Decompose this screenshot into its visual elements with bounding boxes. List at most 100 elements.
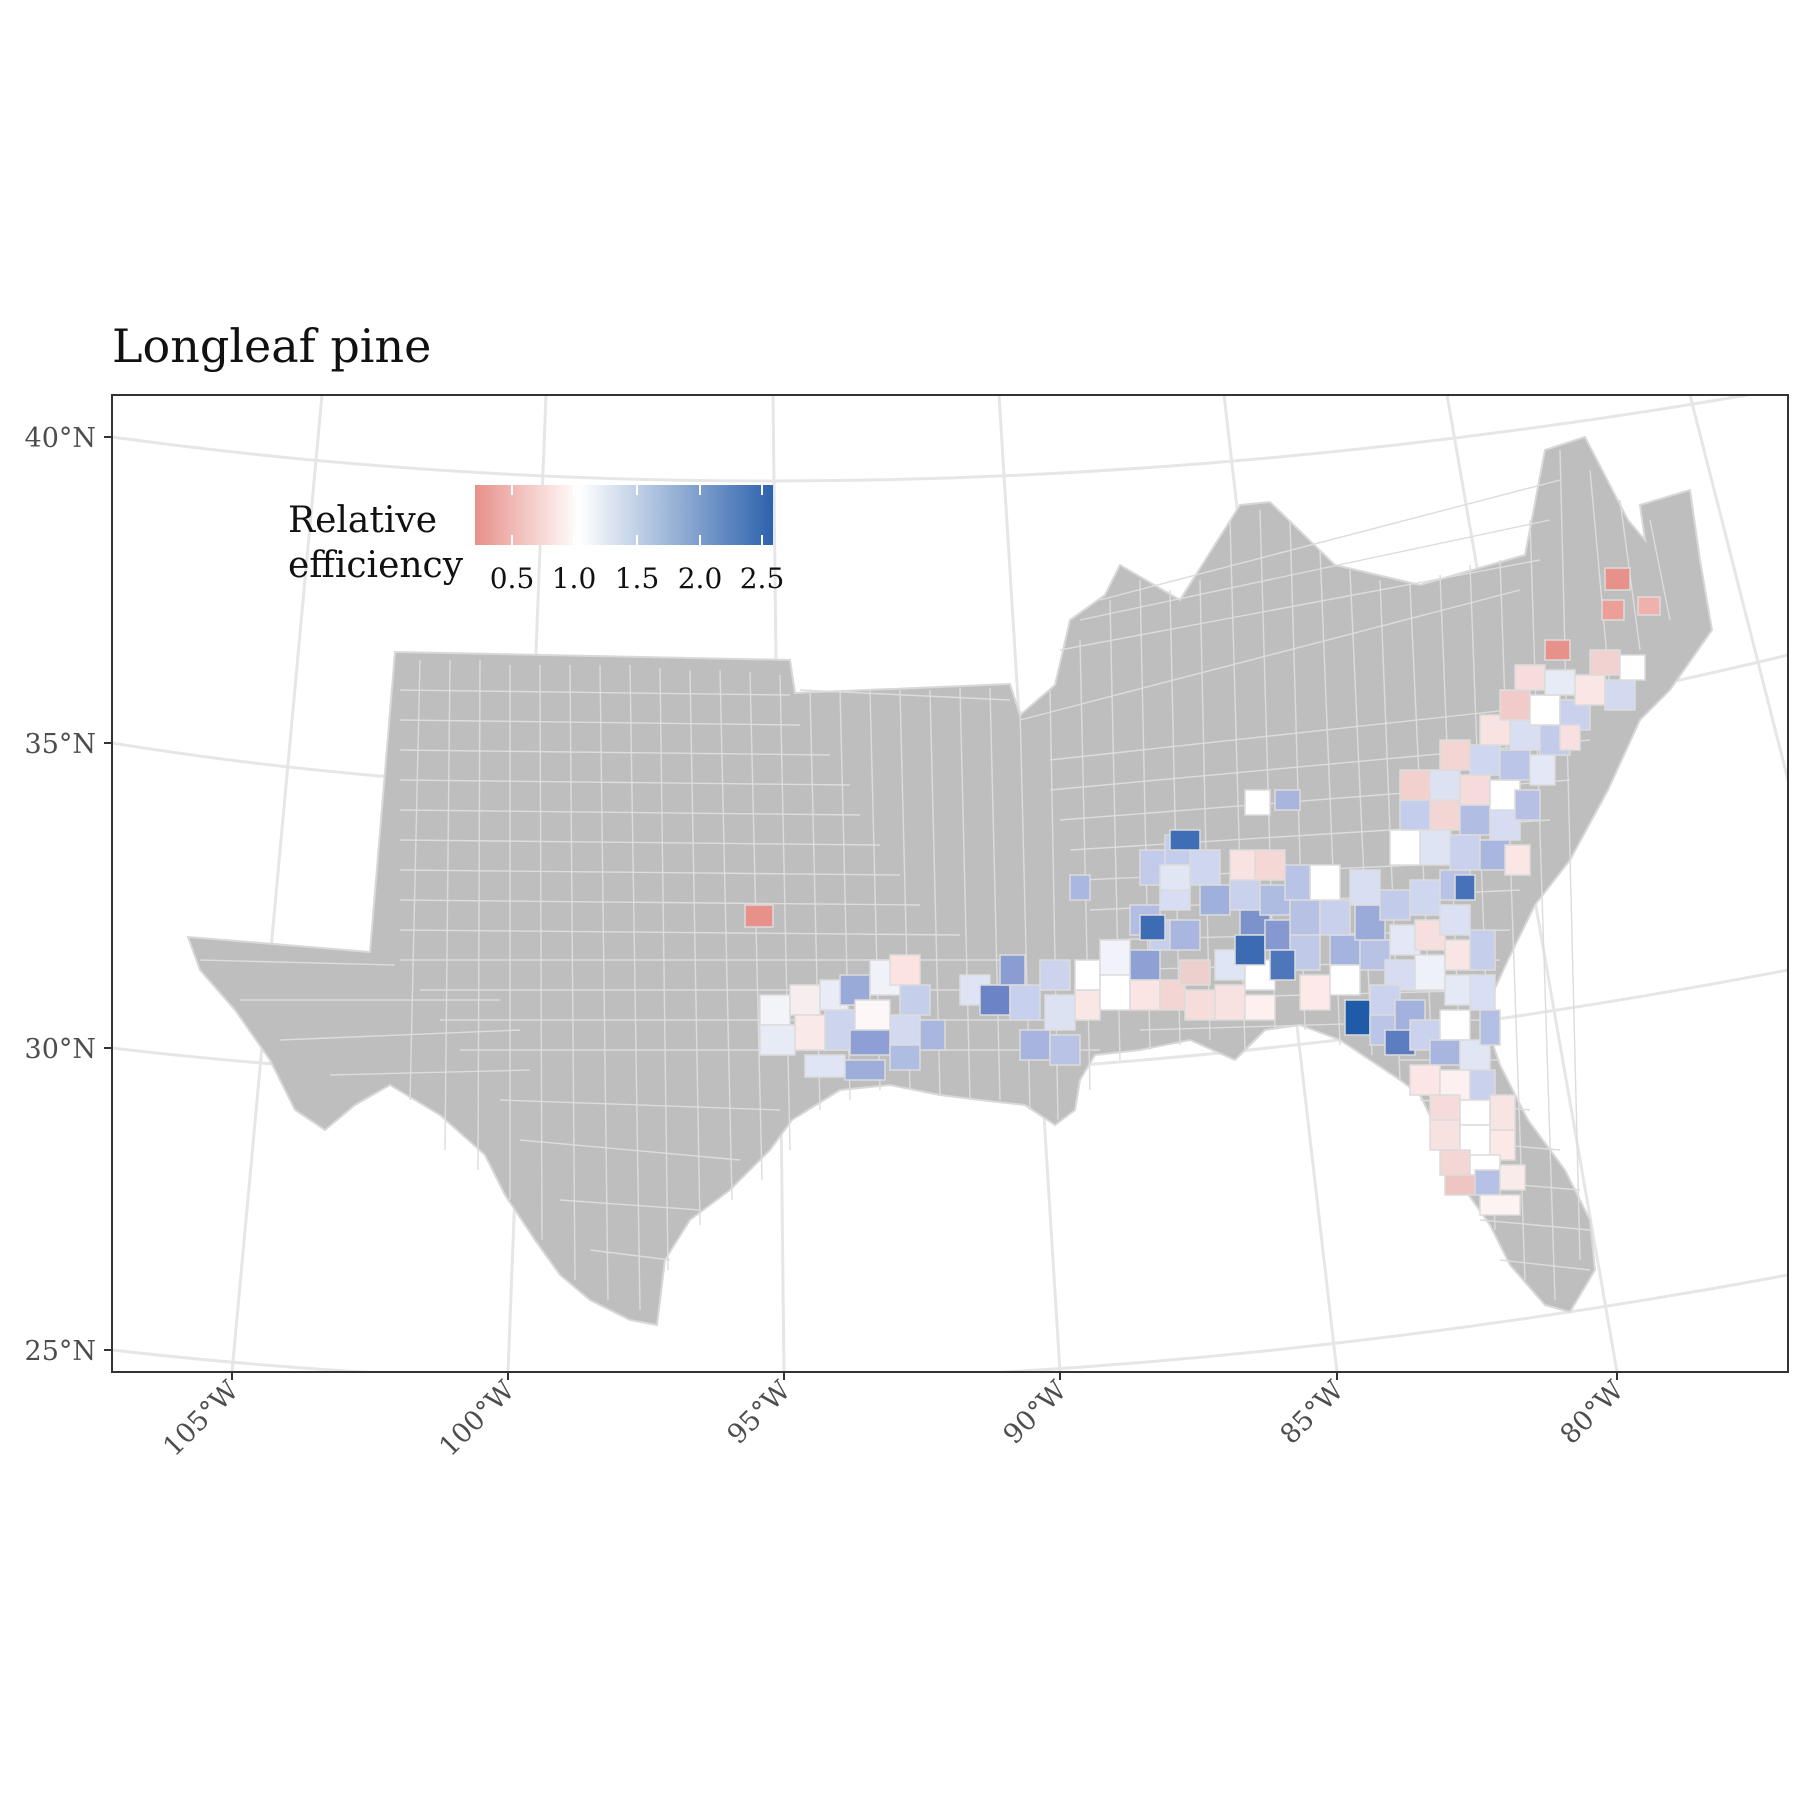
county-fl-5 xyxy=(1459,1099,1491,1126)
y-label-40: 40°N xyxy=(25,423,96,454)
county-ga-5 xyxy=(1379,889,1411,921)
county-tx-11 xyxy=(854,999,891,1031)
county-la-4 xyxy=(1009,984,1041,1021)
county-va-1 xyxy=(1604,567,1631,591)
county-ga-17 xyxy=(1439,904,1471,936)
county-tx-15 xyxy=(919,1019,946,1051)
county-al-3 xyxy=(1189,849,1221,886)
x-label-95: 95°W xyxy=(722,1375,798,1451)
county-la-3 xyxy=(999,954,1026,986)
county-la-5 xyxy=(1019,1029,1051,1061)
county-ga-25 xyxy=(1429,1039,1461,1066)
y-label-25: 25°N xyxy=(25,1336,96,1367)
county-tx-8 xyxy=(759,1024,796,1056)
legend-colorbar xyxy=(475,485,773,545)
county-nc-8 xyxy=(1499,689,1531,721)
county-la-8 xyxy=(1074,959,1101,991)
county-al-4 xyxy=(1169,829,1201,851)
county-tx-2 xyxy=(789,984,821,1016)
county-sc-11 xyxy=(1429,769,1461,801)
county-nc-16 xyxy=(1619,654,1646,681)
county-fl-7 xyxy=(1429,1119,1461,1151)
county-ga-16 xyxy=(1409,879,1441,916)
x-label-100: 100°W xyxy=(433,1375,521,1463)
legend-tick-label-4: 2.0 xyxy=(678,562,723,595)
x-label-90: 90°W xyxy=(998,1375,1074,1451)
county-ms-13 xyxy=(1179,959,1211,986)
plot-title: Longleaf pine xyxy=(112,319,431,373)
county-ga-19 xyxy=(1454,874,1476,901)
legend-title-line2: efficiency xyxy=(288,545,464,586)
county-al-21 xyxy=(1244,789,1271,816)
county-ga-24 xyxy=(1439,1009,1471,1041)
county-sc-9 xyxy=(1389,829,1421,866)
y-label-35: 35°N xyxy=(25,729,96,760)
county-nc-12 xyxy=(1544,669,1576,696)
county-al-19 xyxy=(1309,864,1341,901)
graticule-lat-40 xyxy=(112,395,1757,483)
efficiency-counties xyxy=(744,567,1661,1216)
county-la-2 xyxy=(979,984,1011,1016)
county-tx-12 xyxy=(889,1014,921,1046)
county-la-9 xyxy=(1074,989,1101,1021)
x-label-85: 85°W xyxy=(1275,1375,1351,1451)
county-va-2 xyxy=(1601,599,1625,621)
county-sc-12 xyxy=(1459,774,1491,806)
county-tx-9 xyxy=(794,1014,826,1051)
county-al-22 xyxy=(1274,789,1301,811)
graticule-lon-105 xyxy=(230,395,324,1372)
county-ms-18 xyxy=(1244,994,1276,1021)
county-al-2 xyxy=(1159,864,1191,891)
county-ga-1 xyxy=(1329,964,1361,996)
county-al-13 xyxy=(1289,899,1321,936)
county-fl-12 xyxy=(1444,1174,1476,1196)
county-nc-14 xyxy=(1604,679,1636,711)
y-label-30: 30°N xyxy=(25,1034,96,1065)
legend-title-line1: Relative xyxy=(288,500,437,541)
county-fl-1 xyxy=(1409,1064,1441,1096)
legend-tick-label-2: 1.0 xyxy=(552,562,597,595)
county-fl-4 xyxy=(1429,1094,1461,1121)
county-sc-2 xyxy=(1429,799,1461,831)
county-nc-15 xyxy=(1589,649,1621,676)
county-nc-11 xyxy=(1514,664,1546,691)
county-tx-18 xyxy=(744,904,774,928)
county-ms-3 xyxy=(1099,974,1131,1011)
county-nc-13 xyxy=(1574,674,1606,706)
county-al-16 xyxy=(1299,974,1331,1011)
county-ms-9 xyxy=(1069,874,1091,901)
county-ms-16 xyxy=(1214,984,1246,1021)
county-nc-17 xyxy=(1559,724,1581,751)
county-sc-1 xyxy=(1399,799,1431,831)
county-al-20 xyxy=(1284,864,1311,901)
county-sc-10 xyxy=(1399,769,1431,801)
county-ms-11 xyxy=(1139,914,1166,941)
county-tx-1 xyxy=(759,994,791,1026)
county-fl-6 xyxy=(1489,1094,1516,1131)
county-ga-4 xyxy=(1349,869,1381,906)
county-sc-14 xyxy=(1514,789,1541,821)
county-al-18 xyxy=(1319,899,1351,936)
legend-ticks xyxy=(511,485,763,545)
county-ga-23 xyxy=(1469,974,1496,1011)
county-tx-7 xyxy=(899,984,931,1016)
county-al-5 xyxy=(1199,884,1231,916)
legend-tick-label-5: 2.5 xyxy=(740,562,785,595)
county-ms-10 xyxy=(1169,919,1201,951)
county-ga-9 xyxy=(1344,999,1371,1036)
county-tx-17 xyxy=(844,1059,886,1081)
county-sc-5 xyxy=(1419,829,1451,866)
county-al-7 xyxy=(1229,879,1261,911)
county-la-10 xyxy=(1049,1034,1081,1066)
county-nc-3 xyxy=(1499,749,1531,781)
county-ms-2 xyxy=(1129,949,1161,981)
county-ms-1 xyxy=(1099,939,1131,976)
county-tx-13 xyxy=(849,1029,891,1056)
county-fl-15 xyxy=(1479,1194,1521,1216)
county-tx-16 xyxy=(804,1054,846,1078)
county-la-6 xyxy=(1039,959,1071,991)
county-sc-8 xyxy=(1504,844,1531,876)
county-nc-9 xyxy=(1529,694,1561,726)
county-al-12 xyxy=(1254,849,1286,881)
county-ms-14 xyxy=(1184,989,1216,1021)
